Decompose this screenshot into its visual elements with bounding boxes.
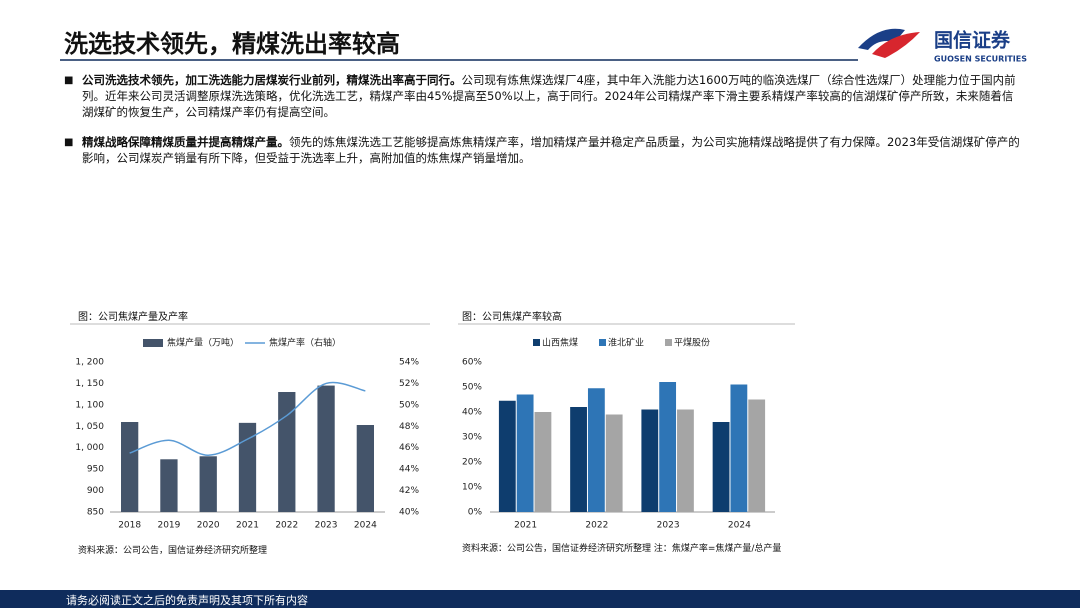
logo-sub: GUOSEN SECURITIES xyxy=(934,55,1027,64)
source-note: 资料来源：公司公告，国信证券经济研究所整理 xyxy=(78,546,268,556)
bar xyxy=(199,456,217,512)
y-tick-label: 42% xyxy=(399,486,419,496)
legend-swatch xyxy=(143,339,163,347)
y-tick-label: 50% xyxy=(462,383,482,393)
x-tick-label: 2023 xyxy=(657,521,680,531)
x-tick-label: 2020 xyxy=(197,521,220,531)
x-tick-label: 2018 xyxy=(118,521,141,531)
line xyxy=(129,381,366,456)
bar xyxy=(356,425,374,512)
y-tick-label: 1, 200 xyxy=(75,358,104,368)
bar xyxy=(641,409,659,512)
y-tick-label: 1, 150 xyxy=(75,379,104,389)
bar xyxy=(160,459,178,512)
legend-label: 焦煤产量（万吨） xyxy=(167,337,239,349)
x-tick-label: 2021 xyxy=(514,521,537,531)
bar xyxy=(587,388,605,512)
y-tick-label: 0% xyxy=(468,508,483,518)
bar xyxy=(659,382,677,512)
bar xyxy=(317,385,335,512)
legend-label: 淮北矿业 xyxy=(608,337,644,349)
bullet-lead: 精煤战略保障精煤质量并提高精煤产量。 xyxy=(82,135,289,149)
y-tick-label: 950 xyxy=(87,465,104,475)
y-tick-label: 46% xyxy=(399,443,419,453)
legend-label: 山西焦煤 xyxy=(542,337,578,349)
y-tick-label: 1, 100 xyxy=(75,400,104,410)
bar xyxy=(516,394,534,512)
bar xyxy=(121,422,139,512)
bullet: ■ 精煤战略保障精煤质量并提高精煤产量。领先的炼焦煤洗选工艺能够提高炼焦精煤产率，… xyxy=(64,135,1020,165)
y-tick-label: 20% xyxy=(462,458,482,468)
x-tick-label: 2022 xyxy=(275,521,298,531)
legend-label: 平煤股份 xyxy=(674,337,710,349)
bar xyxy=(278,392,296,512)
legend-swatch xyxy=(533,339,540,346)
chart-title: 图：公司焦煤产量及产率 xyxy=(78,312,188,323)
bullet: ■ 公司洗选技术领先，加工洗选能力居煤炭行业前列，精煤洗出率高于同行。公司现有炼焦… xyxy=(64,73,1016,119)
bar xyxy=(605,414,623,512)
bar xyxy=(748,399,766,512)
bar xyxy=(534,412,552,512)
bar xyxy=(730,384,748,512)
bullet-text: 领先的炼焦煤洗选工艺能够提高炼焦精煤产率，增加精煤产量并稳定产品质量，为公司实施… xyxy=(82,135,1020,165)
y-tick-label: 60% xyxy=(462,358,482,368)
bar xyxy=(570,407,587,512)
bar xyxy=(712,422,730,512)
y-tick-label: 40% xyxy=(399,508,419,518)
y-tick-label: 850 xyxy=(87,508,104,518)
logo-mark xyxy=(858,28,905,50)
x-tick-label: 2024 xyxy=(728,521,751,531)
x-tick-label: 2023 xyxy=(315,521,338,531)
logo-mark xyxy=(872,32,920,58)
legend-swatch xyxy=(599,339,606,346)
y-tick-label: 52% xyxy=(399,379,419,389)
y-tick-label: 900 xyxy=(87,486,104,496)
y-tick-label: 30% xyxy=(462,433,482,443)
x-tick-label: 2019 xyxy=(157,521,180,531)
x-tick-label: 2021 xyxy=(236,521,259,531)
y-tick-label: 1, 000 xyxy=(75,443,104,453)
legend-label: 焦煤产率（右轴） xyxy=(269,337,341,349)
x-tick-label: 2024 xyxy=(354,521,377,531)
y-tick-label: 40% xyxy=(462,408,482,418)
bullet-text: 公司现有炼焦煤选煤厂4座，其中年入洗能力达1600万吨的临涣选煤厂（综合性选煤厂… xyxy=(82,73,1016,119)
y-tick-label: 1, 050 xyxy=(75,422,104,432)
footer-text: 请务必阅读正文之后的免责声明及其项下所有内容 xyxy=(66,594,308,607)
y-tick-label: 10% xyxy=(462,483,482,493)
bar xyxy=(238,422,257,512)
y-tick-label: 48% xyxy=(399,422,419,432)
x-tick-label: 2022 xyxy=(585,521,608,531)
footer-bar xyxy=(0,590,1080,608)
y-tick-label: 44% xyxy=(399,465,419,475)
y-tick-label: 54% xyxy=(399,358,419,368)
bullet-lead: 公司洗选技术领先，加工洗选能力居煤炭行业前列，精煤洗出率高于同行。 xyxy=(82,73,462,87)
logo-name: 国信证券 xyxy=(934,29,1011,52)
chart-title: 图：公司焦煤产率较高 xyxy=(462,312,562,323)
y-tick-label: 50% xyxy=(399,400,419,410)
page-title: 洗选技术领先，精煤洗出率较高 xyxy=(64,30,400,58)
bar xyxy=(677,409,694,512)
source-note: 资料来源：公司公告，国信证券经济研究所整理 注：焦煤产率=焦煤产量/总产量 xyxy=(462,544,782,554)
legend-swatch xyxy=(665,339,672,346)
bar xyxy=(498,400,516,512)
